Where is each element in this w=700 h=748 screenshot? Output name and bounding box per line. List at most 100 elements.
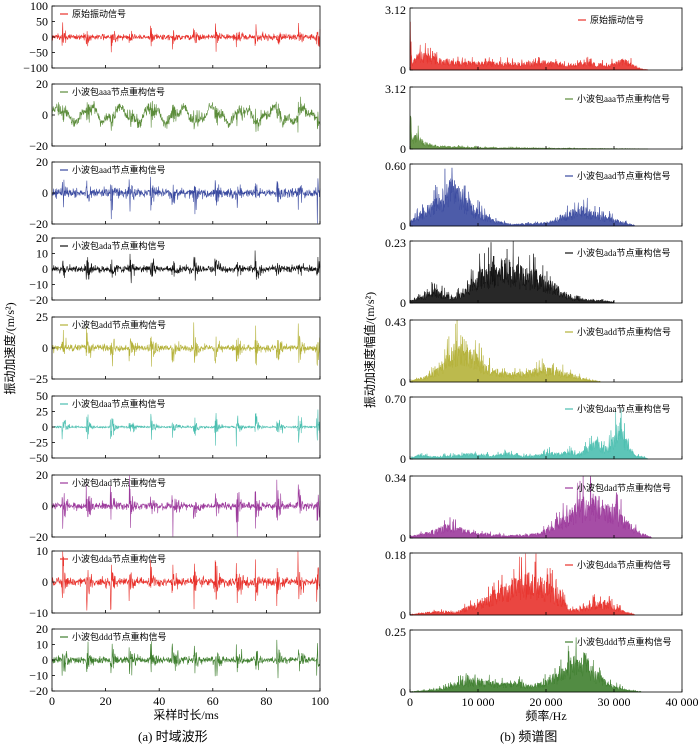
y-tick-label: 0.43	[385, 315, 406, 329]
y-tick-label: 25	[36, 310, 48, 324]
y-tick-label: 20	[36, 77, 48, 91]
caption-b: (b) 频谱图	[500, 729, 558, 744]
y-tick-label: 20	[36, 468, 48, 482]
y-axis-label: 振动加速度幅值/(m/s²)	[362, 292, 377, 408]
y-tick-label: −20	[29, 684, 48, 698]
y-tick-label: 10	[36, 247, 48, 261]
spectrum-area	[409, 637, 642, 693]
y-tick-label: 100	[30, 0, 48, 13]
x-tick-label: 0	[49, 694, 55, 708]
x-tick-label: 40	[153, 694, 165, 708]
time-series-line	[51, 475, 321, 537]
x-tick-label: 80	[260, 694, 272, 708]
legend-label: 小波包aad节点重构信号	[72, 164, 166, 175]
time-series-line	[51, 639, 321, 679]
time-series-line	[51, 322, 321, 367]
y-tick-label: 0	[400, 531, 406, 545]
y-tick-label: 0.60	[385, 159, 406, 173]
y-tick-label: −10	[29, 669, 48, 683]
spectrum-area	[409, 21, 649, 71]
time-series-line	[51, 96, 321, 133]
x-tick-label: 40 000	[666, 695, 699, 709]
x-tick-label: 30 000	[598, 695, 631, 709]
y-tick-label: 0	[42, 499, 48, 513]
y-tick-label: 25	[36, 405, 48, 419]
y-tick-label: −100	[23, 61, 48, 75]
y-tick-label: −20	[29, 139, 48, 153]
y-tick-label: 10	[36, 638, 48, 652]
y-tick-label: 0	[42, 575, 48, 589]
legend-label: 原始振动信号	[72, 8, 126, 19]
y-tick-label: −50	[29, 451, 48, 465]
y-tick-label: 50	[36, 389, 48, 403]
y-tick-label: 0.70	[385, 392, 406, 406]
y-tick-label: −10	[29, 606, 48, 620]
y-tick-label: 0.34	[385, 471, 406, 485]
legend-label: 小波包aad节点重构信号	[577, 170, 671, 181]
y-tick-label: 0	[42, 653, 48, 667]
legend-label: 原始振动信号	[590, 14, 644, 25]
y-tick-label: −20	[29, 217, 48, 231]
time-series-line	[51, 22, 321, 53]
legend-label: 小波包dda节点重构信号	[577, 559, 671, 570]
y-tick-label: 0	[42, 341, 48, 355]
y-tick-label: 50	[36, 15, 48, 29]
y-tick-label: 0	[400, 219, 406, 233]
y-tick-label: 3.12	[385, 3, 406, 17]
legend-label: 小波包add节点重构信号	[72, 319, 166, 330]
y-tick-label: −20	[29, 293, 48, 307]
y-tick-label: −50	[29, 46, 48, 60]
time-series-line	[51, 250, 321, 284]
y-tick-label: 0	[42, 186, 48, 200]
y-tick-label: 0	[400, 685, 406, 699]
y-tick-label: 0.23	[385, 236, 406, 250]
time-series-line	[51, 409, 321, 447]
x-axis-label: 频率/Hz	[525, 708, 566, 723]
legend-label: 小波包daa节点重构信号	[577, 403, 671, 414]
y-tick-label: 0	[42, 262, 48, 276]
legend-label: 小波包dad节点重构信号	[577, 482, 671, 493]
y-tick-label: 0	[400, 142, 406, 156]
time-series-line	[51, 176, 321, 224]
legend-label: 小波包daa节点重构信号	[72, 398, 166, 409]
y-tick-label: 0	[42, 108, 48, 122]
spectrum-area	[409, 553, 635, 616]
legend-label: 小波包ddd节点重构信号	[72, 631, 167, 642]
x-tick-label: 10 000	[462, 695, 495, 709]
legend-label: 小波包dad节点重构信号	[72, 477, 166, 488]
caption-a: (a) 时域波形	[138, 729, 208, 744]
time-series-line	[51, 551, 321, 611]
y-tick-label: 20	[36, 231, 48, 245]
legend-label: 小波包ada节点重构信号	[72, 240, 166, 251]
y-tick-label: 0	[400, 452, 406, 466]
y-tick-label: 20	[36, 622, 48, 636]
y-tick-label: −20	[29, 530, 48, 544]
y-tick-label: −25	[29, 372, 48, 386]
x-tick-label: 60	[207, 694, 219, 708]
spectrum-area	[409, 409, 649, 460]
y-tick-label: 0.18	[385, 548, 406, 562]
y-tick-label: −10	[29, 278, 48, 292]
legend-label: 小波包aaa节点重构信号	[577, 93, 670, 104]
y-tick-label: 0	[400, 608, 406, 622]
y-tick-label: 10	[36, 544, 48, 558]
y-tick-label: 0	[400, 63, 406, 77]
x-tick-label: 20 000	[530, 695, 563, 709]
legend-label: 小波包ddd节点重构信号	[577, 636, 672, 647]
y-tick-label: 20	[36, 155, 48, 169]
y-tick-label: 0	[400, 375, 406, 389]
x-axis-label: 采样时长/ms	[153, 707, 219, 722]
y-tick-label: 0	[42, 30, 48, 44]
spectrum-area	[409, 475, 652, 539]
spectrum-area	[409, 115, 649, 150]
y-tick-label: −25	[29, 436, 48, 450]
y-tick-label: 0	[400, 296, 406, 310]
legend-label: 小波包dda节点重构信号	[72, 553, 166, 564]
y-axis-label: 振动加速度/(m/s²)	[2, 302, 17, 394]
spectrum-area	[409, 240, 615, 304]
legend-label: 小波包add节点重构信号	[577, 326, 671, 337]
x-tick-label: 100	[311, 694, 329, 708]
legend-label: 小波包ada节点重构信号	[577, 247, 671, 258]
spectrum-area	[409, 319, 601, 383]
